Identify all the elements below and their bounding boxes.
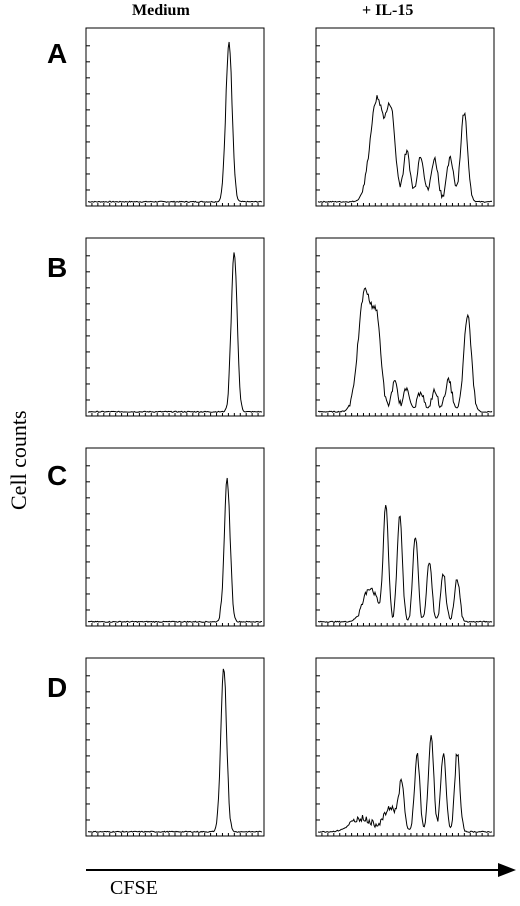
- panel-d-medium: [85, 657, 265, 837]
- row-label-c: C: [47, 460, 68, 491]
- panel-d-il15: [315, 657, 495, 837]
- histogram-line: [87, 477, 263, 623]
- panel-a-il15: [315, 27, 495, 207]
- cfse-arrow-head: [498, 863, 516, 877]
- column-title-medium: Medium: [132, 2, 190, 19]
- row-label-b: B: [47, 252, 68, 283]
- x-axis-label: CFSE: [110, 877, 158, 899]
- panel-b-medium: [85, 237, 265, 417]
- panel-b-il15: [315, 237, 495, 417]
- histogram-line: [317, 95, 493, 203]
- panel-frame: [85, 27, 265, 207]
- histogram-line: [317, 287, 493, 413]
- panel-frame: [85, 447, 265, 627]
- panel-frame: [315, 27, 495, 207]
- histogram-line: [87, 252, 263, 413]
- panel-frame: [315, 447, 495, 627]
- histogram-line: [318, 504, 493, 623]
- panel-c-il15: [315, 447, 495, 627]
- histogram-line: [317, 735, 493, 833]
- panel-c-medium: [85, 447, 265, 627]
- row-label-d: D: [47, 672, 68, 703]
- panel-a-medium: [85, 27, 265, 207]
- histogram-line: [87, 41, 263, 203]
- row-label-a: A: [47, 38, 68, 69]
- histogram-line: [87, 668, 263, 834]
- panels-group: [85, 27, 495, 837]
- panel-frame: [85, 657, 265, 837]
- cfse-axis-arrow: [86, 863, 516, 877]
- column-title-il15: + IL-15: [362, 2, 414, 19]
